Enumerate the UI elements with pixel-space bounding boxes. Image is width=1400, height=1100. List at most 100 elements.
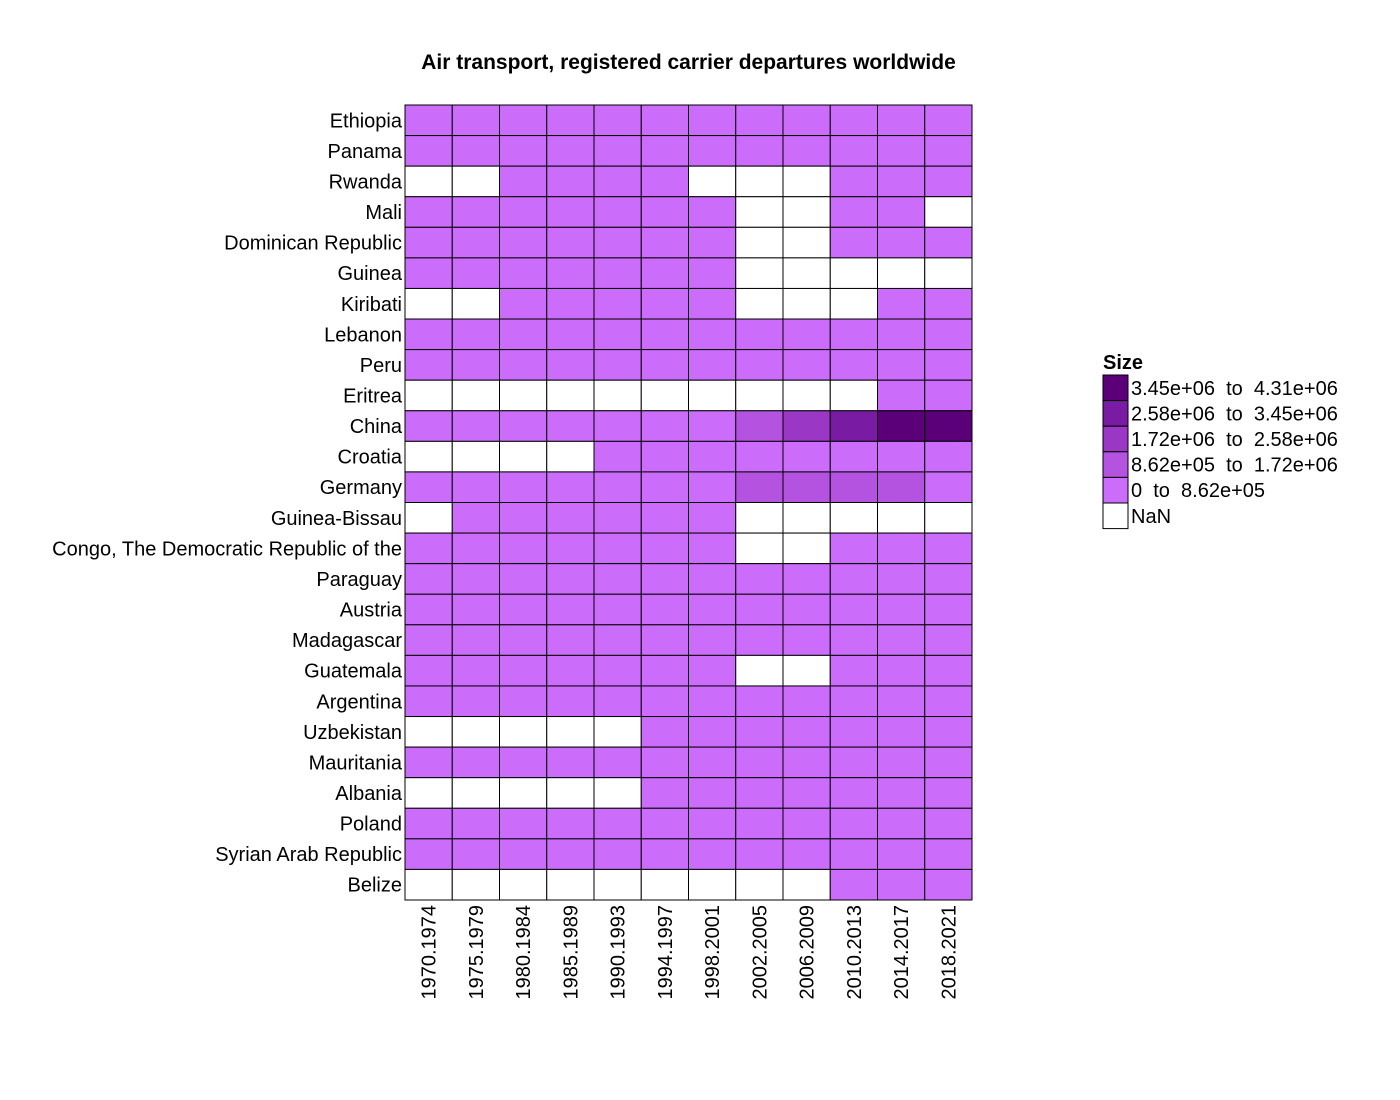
legend-swatch xyxy=(1102,476,1129,504)
heatmap-cell xyxy=(688,593,737,626)
heatmap-cell xyxy=(404,226,453,259)
heatmap-cell xyxy=(640,624,689,656)
heatmap-cell xyxy=(688,135,737,167)
column-label: 1970.1974 xyxy=(419,905,441,1000)
heatmap-cell xyxy=(593,746,642,779)
heatmap-cell xyxy=(924,654,973,687)
heatmap-cell xyxy=(640,746,689,779)
heatmap-cell xyxy=(924,165,973,198)
heatmap-cell xyxy=(735,593,784,626)
heatmap-cell xyxy=(546,196,595,228)
heatmap-cell xyxy=(546,716,595,748)
heatmap-cell xyxy=(499,868,548,901)
heatmap-cell xyxy=(451,318,500,351)
heatmap-cell xyxy=(877,746,926,779)
heatmap-cell xyxy=(829,257,878,289)
row-label: Eritrea xyxy=(343,385,403,407)
heatmap-cell xyxy=(499,838,548,870)
heatmap-cell xyxy=(640,349,689,381)
heatmap-cell xyxy=(640,104,689,137)
heatmap-cell xyxy=(924,685,973,718)
heatmap-cell xyxy=(499,502,548,534)
heatmap-cell xyxy=(640,807,689,840)
heatmap-cell xyxy=(404,135,453,167)
heatmap-cell xyxy=(924,318,973,351)
row-label: Germany xyxy=(320,477,402,499)
heatmap-cell xyxy=(546,777,595,809)
row-label: Austria xyxy=(340,600,403,622)
heatmap-cell xyxy=(877,196,926,228)
heatmap-cell xyxy=(546,532,595,565)
heatmap-cell xyxy=(640,532,689,565)
heatmap-cell xyxy=(924,502,973,534)
heatmap-cell xyxy=(593,196,642,228)
heatmap-cell xyxy=(688,868,737,901)
heatmap-cell xyxy=(499,654,548,687)
heatmap-cell xyxy=(404,318,453,351)
heatmap-cell xyxy=(924,838,973,870)
heatmap-cell xyxy=(877,440,926,473)
row-label: Peru xyxy=(360,355,402,377)
heatmap-cell xyxy=(735,685,784,718)
heatmap-cell xyxy=(640,196,689,228)
row-label: Croatia xyxy=(338,447,403,469)
heatmap-cell xyxy=(499,226,548,259)
heatmap-cell xyxy=(404,654,453,687)
heatmap-cell xyxy=(924,257,973,289)
heatmap-cell xyxy=(404,716,453,748)
heatmap-cell xyxy=(546,410,595,442)
heatmap-cell xyxy=(782,349,831,381)
heatmap-cell xyxy=(735,379,784,412)
row-label: Madagascar xyxy=(292,630,402,652)
row-label: Mali xyxy=(365,202,402,224)
column-label: 2002.2005 xyxy=(749,905,771,1000)
heatmap-cell xyxy=(877,135,926,167)
row-label: Guinea-Bissau xyxy=(271,508,402,530)
column-label: 2018.2021 xyxy=(938,905,960,1000)
heatmap-cell xyxy=(829,807,878,840)
heatmap-cell xyxy=(593,807,642,840)
row-label: Congo, The Democratic Republic of the xyxy=(52,538,402,560)
heatmap-cell xyxy=(688,440,737,473)
heatmap-cell xyxy=(829,349,878,381)
heatmap-cell xyxy=(735,654,784,687)
heatmap-cell xyxy=(782,838,831,870)
heatmap-cell xyxy=(877,593,926,626)
heatmap-cell xyxy=(782,868,831,901)
heatmap-cell xyxy=(829,838,878,870)
column-label: 1998.2001 xyxy=(702,905,724,1000)
heatmap-cell xyxy=(593,654,642,687)
heatmap-cell xyxy=(404,593,453,626)
heatmap-cell xyxy=(735,746,784,779)
heatmap-cell xyxy=(924,349,973,381)
heatmap-cell xyxy=(782,226,831,259)
heatmap-cell xyxy=(499,257,548,289)
heatmap-cell xyxy=(924,226,973,259)
heatmap-cell xyxy=(640,226,689,259)
column-label: 1980.1984 xyxy=(513,905,535,1000)
legend-title: Size xyxy=(1103,352,1143,374)
heatmap-cell xyxy=(451,563,500,595)
heatmap-cell xyxy=(546,502,595,534)
heatmap-cell xyxy=(451,654,500,687)
heatmap-cells xyxy=(404,104,973,901)
heatmap-cell xyxy=(499,807,548,840)
heatmap-cell xyxy=(924,746,973,779)
heatmap-cell xyxy=(640,716,689,748)
heatmap-cell xyxy=(688,563,737,595)
heatmap-cell xyxy=(782,257,831,289)
heatmap-cell xyxy=(451,746,500,779)
heatmap-cell xyxy=(735,471,784,503)
heatmap-cell xyxy=(546,440,595,473)
heatmap-cell xyxy=(688,318,737,351)
heatmap-cell xyxy=(877,685,926,718)
heatmap-cell xyxy=(640,868,689,901)
column-label: 1975.1979 xyxy=(466,905,488,1000)
heatmap-cell xyxy=(735,196,784,228)
heatmap-cell xyxy=(924,716,973,748)
heatmap-cell xyxy=(829,532,878,565)
heatmap-cell xyxy=(640,257,689,289)
heatmap-cell xyxy=(829,868,878,901)
heatmap-cell xyxy=(924,532,973,565)
heatmap-cell xyxy=(546,257,595,289)
